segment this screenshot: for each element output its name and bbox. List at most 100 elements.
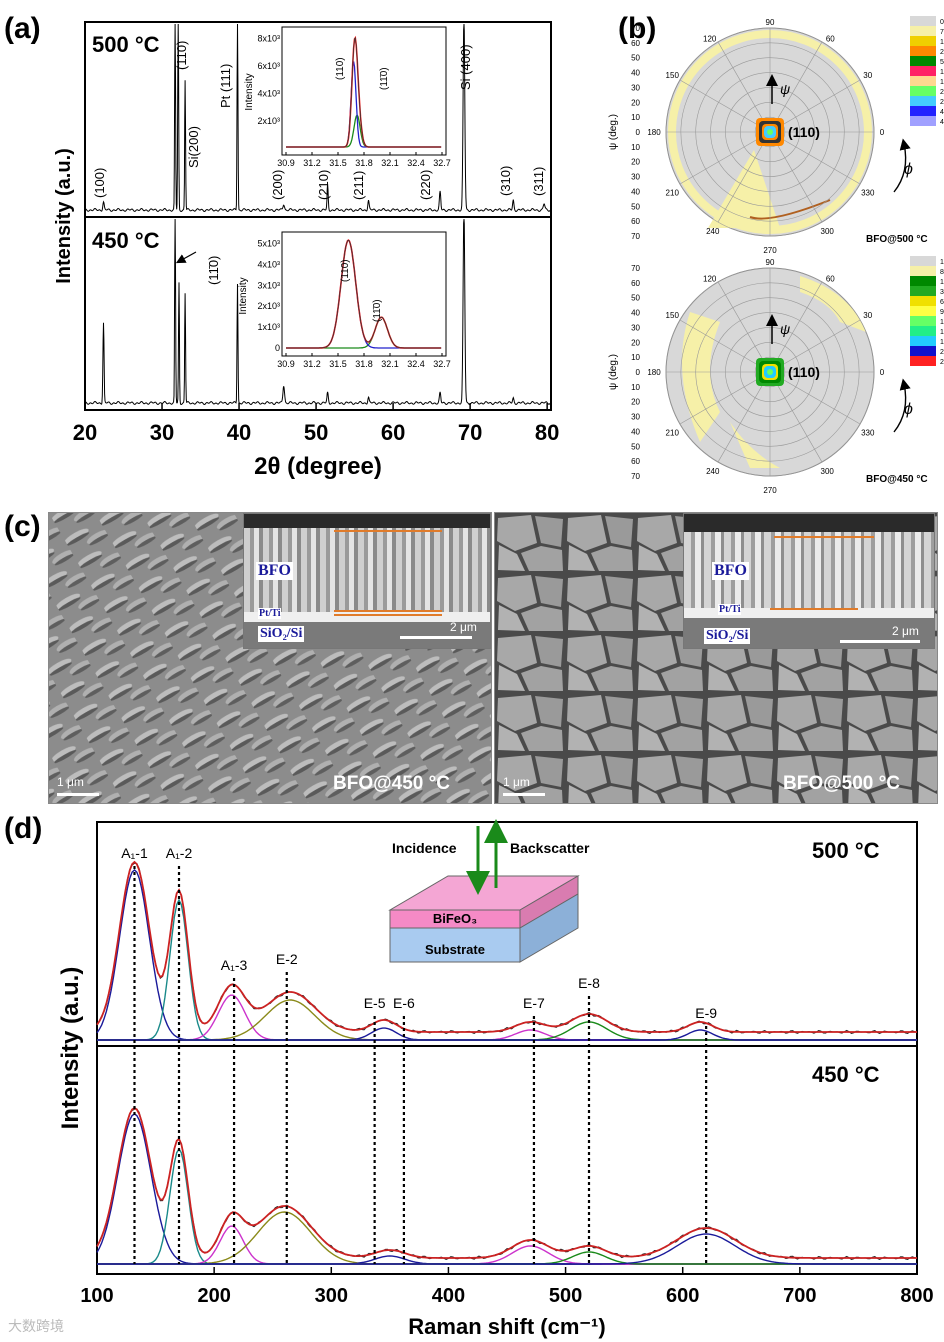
pole-legend-swatch	[910, 296, 936, 306]
pole-psi-tick: 0	[636, 128, 641, 137]
raman-mode-label: E-2	[276, 951, 298, 967]
pole-grid-spoke	[717, 41, 771, 133]
xrd-peak-label: (310)	[498, 166, 513, 196]
pole-legend-label: 308.8	[940, 289, 944, 296]
pole-psi-tick: 0	[636, 368, 641, 377]
inset-peak-label: (110)	[340, 259, 351, 282]
xrd-peak-label-bottom: (11̄0)	[206, 256, 221, 285]
pole-legend-swatch	[910, 46, 936, 56]
pole-legend-swatch	[910, 316, 936, 326]
pole-figure-500: (110)ψ9060300330300270240210180150120706…	[608, 16, 944, 255]
pole-psi-label: ψ	[780, 321, 790, 337]
pole-psi-tick: 70	[631, 232, 640, 241]
pole-psi-tick: 50	[631, 54, 640, 63]
xrd-xtick-label: 50	[304, 420, 328, 445]
raman-xtick-label: 600	[666, 1285, 699, 1307]
pole-psi-tick: 70	[631, 472, 640, 481]
inset-xtick-label: 31.2	[303, 359, 321, 369]
raman-mode-label: E-8	[578, 975, 600, 991]
pole-center-spot	[767, 369, 773, 375]
pole-grid-spoke	[769, 281, 823, 373]
pole-angle-label: 0	[880, 128, 885, 137]
inset-xtick-label: 30.9	[277, 158, 295, 168]
pole-psi-label: ψ	[780, 81, 790, 97]
inset-xtick-label: 31.2	[303, 158, 321, 168]
panel-d-label: (d)	[4, 812, 43, 845]
inset-ytick-label: 6x10³	[257, 61, 280, 71]
pole-legend-label: 1504	[940, 329, 944, 336]
pole-legend-swatch	[910, 346, 936, 356]
pole-angle-label: 180	[647, 128, 661, 137]
xrd-peak-label: Si(200)	[186, 126, 201, 168]
xrd-xtick-label: 60	[381, 420, 405, 445]
pole-legend-label: 906.3	[940, 309, 944, 316]
backscatter-schematic: Incidence Backscatter BiFeO₃ Substrate	[388, 819, 590, 963]
pole-psi-tick: 50	[631, 442, 640, 451]
raman-xtick-label: 200	[197, 1285, 230, 1307]
pole-legend-label: 4000	[940, 109, 944, 116]
pole-legend-label: 2863	[940, 99, 944, 106]
pole-grid-spoke	[679, 319, 771, 373]
inset-peak-label: (11̄0)	[372, 299, 383, 322]
xrd-xtick-label: 40	[227, 420, 251, 445]
pole-psi-tick: 20	[631, 338, 640, 347]
pole-psi-tick: 40	[631, 309, 640, 318]
raman-mode-label: A₁-3	[221, 957, 248, 973]
pole-figure-450: (110)ψ9060300330300270240210180150120706…	[608, 256, 944, 495]
inset-xtick-label: 31.5	[329, 158, 347, 168]
raman-mode-label: E-7	[523, 995, 545, 1011]
xrd-bottom-temp: 450 °C	[92, 228, 160, 253]
xrd-xtick-label: 20	[73, 420, 97, 445]
pole-angle-label: 300	[821, 467, 835, 476]
pole-angle-label: 210	[666, 428, 680, 437]
sem-inset-sub-label: SiO₂/Si	[704, 628, 751, 644]
pole-grid-spoke	[679, 131, 771, 185]
pole-legend-label: 84.69	[940, 269, 944, 276]
panel-a-label: (a)	[4, 12, 41, 45]
pole-grid-spoke	[679, 371, 771, 425]
sem-scale-text: 1 μm	[503, 775, 530, 789]
schematic-layer-substrate: Substrate	[425, 942, 485, 957]
inset-peak-label: (110)	[335, 57, 346, 80]
pole-psi-tick: 60	[631, 457, 640, 466]
inset-xtick-label: 32.1	[381, 359, 399, 369]
raman-component-curve	[97, 1233, 917, 1265]
pole-grid-spoke	[769, 319, 861, 373]
inset-xtick-label: 32.4	[407, 158, 425, 168]
inset-ytick-label: 2x10³	[257, 116, 280, 126]
sem-scalebar	[503, 793, 545, 796]
pole-ylabel: ψ (deg.)	[608, 114, 619, 150]
pole-phi-arrow	[893, 378, 911, 433]
pole-phi-label: ϕ	[904, 161, 913, 178]
pole-psi-tick: 70	[631, 264, 640, 273]
inset-xtick-label: 31.8	[355, 359, 373, 369]
pole-caption: BFO@450 °C	[866, 474, 928, 485]
pole-legend-label: 1718	[940, 79, 944, 86]
pole-angle-label: 30	[863, 71, 872, 80]
raman-xtick-label: 300	[315, 1285, 348, 1307]
raman-xtick-label: 400	[432, 1285, 465, 1307]
raman-mode-label: A₁-2	[166, 845, 193, 861]
raman-mode-label: A₁-1	[121, 845, 148, 861]
xrd-peak-label: Si (400)	[458, 44, 473, 90]
inset-xtick-label: 31.5	[329, 359, 347, 369]
pole-angle-label: 120	[703, 274, 717, 283]
pole-legend-swatch	[910, 116, 936, 126]
xrd-arrow-bottom	[175, 251, 197, 264]
sem-inset-scalebar	[400, 636, 472, 639]
inset-fit-curve	[286, 36, 442, 148]
pole-phi-arrow	[893, 138, 911, 193]
pole-grid-spoke	[769, 79, 861, 133]
pole-psi-tick: 10	[631, 113, 640, 122]
raman-xtick-label: 700	[783, 1285, 816, 1307]
panel-c-label: (c)	[4, 510, 41, 543]
pole-angle-label: 210	[666, 188, 680, 197]
raman-xtick-label: 500	[549, 1285, 582, 1307]
pole-legend-swatch	[910, 286, 936, 296]
xrd-ylabel: Intensity (a.u.)	[53, 148, 75, 284]
pole-psi-tick: 20	[631, 398, 640, 407]
sem-caption-450: BFO@450 °C	[333, 773, 450, 794]
xrd-inset-bottom: 30.9 31.2 31.5 31.8 32.1 32.4 32.7 0 1x10³ 2x10³ 3…	[238, 231, 451, 369]
raman-xtick-label: 100	[80, 1285, 113, 1307]
